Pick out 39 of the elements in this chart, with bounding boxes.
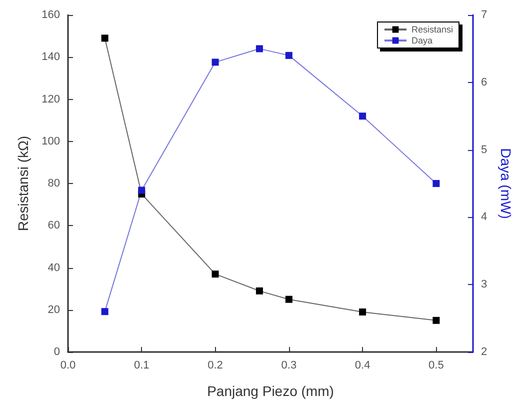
- point: [432, 316, 440, 324]
- y2-tick-label: 7: [481, 9, 488, 21]
- y-tick-label: 100: [42, 135, 60, 148]
- y-tick-label: 120: [42, 93, 60, 106]
- y2-tick-label: 4: [481, 211, 488, 224]
- y-tick-label: 0: [54, 346, 60, 358]
- y-axis-title: Resistansi (kΩ): [15, 136, 31, 232]
- y2-tick-label: 2: [481, 346, 488, 358]
- point: [359, 308, 366, 316]
- point: [256, 287, 263, 294]
- y-tick-label: 20: [48, 304, 60, 316]
- y-tick-label: 140: [42, 51, 60, 64]
- point: [101, 34, 108, 42]
- x-tick-label: 0.3: [281, 360, 297, 372]
- y2-axis-title: Daya (mW): [498, 148, 514, 219]
- point: [285, 296, 292, 303]
- y-tick-label: 80: [48, 178, 60, 190]
- x-tick-label: 0.0: [60, 360, 76, 372]
- point: [432, 180, 440, 187]
- point: [212, 270, 219, 278]
- x-axis-title: Panjang Piezo (mm): [207, 383, 334, 399]
- y2-tick-label: 5: [481, 144, 488, 156]
- legend-label: Daya: [411, 36, 432, 46]
- point: [138, 186, 146, 194]
- point: [212, 58, 219, 66]
- legend-label: Resistansi: [411, 24, 453, 34]
- x-tick-label: 0.5: [428, 360, 444, 372]
- point: [101, 308, 108, 316]
- y-tick-label: 160: [42, 9, 60, 21]
- point: [285, 52, 292, 59]
- y-tick-label: 40: [48, 262, 60, 274]
- x-tick-label: 0.1: [134, 360, 150, 372]
- y2-tick-label: 3: [481, 278, 488, 291]
- y-tick-label: 60: [48, 220, 60, 232]
- x-tick-label: 0.2: [208, 360, 223, 372]
- point: [256, 45, 263, 52]
- y2-tick-label: 6: [481, 76, 488, 88]
- x-tick-label: 0.4: [354, 360, 370, 372]
- point: [359, 112, 366, 120]
